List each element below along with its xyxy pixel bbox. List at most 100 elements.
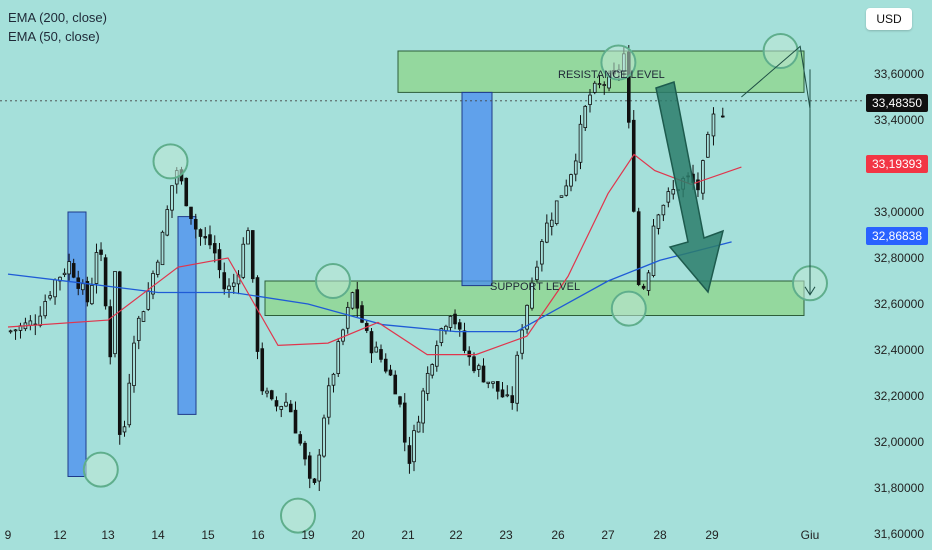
candle-down [198,229,203,237]
candle-up [592,82,597,93]
candle-down [307,455,312,479]
time-tick-label: 14 [151,528,165,542]
time-tick-label: 13 [101,528,115,542]
price-tick-label: 31,80000 [873,481,924,495]
highlight-circle [600,44,637,81]
price-tick-label: 33,00000 [873,205,924,219]
candle-up [62,272,67,276]
candle-up [141,311,146,322]
candle-down [250,230,255,280]
candle-up [651,225,656,276]
candle-down [472,356,476,372]
candle-down [274,400,279,407]
highlight-circle [762,33,799,69]
candle-up [246,230,250,245]
candle-down [222,272,227,290]
candle-up [569,174,573,187]
candle-up [336,341,341,374]
candle-up [279,406,284,410]
time-tick-label: 27 [601,528,615,542]
resistance-zone-label: RESISTANCE LEVEL [558,69,665,81]
price-tick-label: 31,60000 [873,527,924,541]
ema200-legend-label[interactable]: EMA (200, close) [8,10,107,25]
currency-button[interactable]: USD [866,8,912,30]
candle-up [671,189,676,195]
candle-up [711,113,716,137]
candle-up [540,241,544,265]
candle-down [457,322,462,330]
highlight-bar [177,216,197,415]
candle-up [241,243,246,278]
candle-down [184,177,189,207]
candle-up [94,252,99,284]
candle-up [430,364,435,376]
candle-down [255,277,260,352]
time-tick-label: 26 [551,528,565,542]
candle-up [602,84,607,86]
candle-up [231,282,236,287]
candle-up [345,306,350,329]
candle-up [515,354,519,404]
candle-down [260,348,265,392]
price-tick-label: 33,60000 [873,67,924,81]
candle-up [43,301,47,317]
ema50-legend-label[interactable]: EMA (50, close) [8,29,100,44]
candle-down [117,271,122,435]
candle-up [706,133,710,158]
candle-up [350,292,355,309]
candle-up [535,266,539,281]
candle-up [38,315,43,326]
candle-up [322,417,326,457]
candle-up [416,421,421,433]
candle-up [439,328,444,343]
candle-down [393,374,398,395]
candle-down [293,409,298,434]
candle-up [155,261,160,275]
highlight-circle [82,451,119,488]
candle-up [8,330,13,333]
candle-up [317,454,322,482]
candle-down [388,369,393,376]
candle-down [467,350,472,358]
ema50-line [7,153,742,356]
support-zone [264,280,805,316]
candle-up [491,381,495,384]
candle-down [203,236,208,239]
time-tick-label: Giu [800,528,820,542]
candle-down [631,119,636,212]
candle-down [636,211,641,285]
candle-up [530,282,534,309]
candle-down [369,331,374,354]
price-tick-label: 32,20000 [873,389,924,403]
candle-up [67,261,71,275]
bearish-arrow [655,81,725,294]
candle-up [520,329,524,354]
highlight-bar [67,211,87,477]
time-tick-label: 9 [4,528,12,542]
projection-arrowhead [804,286,816,296]
candle-up [331,373,336,386]
candle-up [146,290,151,310]
highlight-circle [280,497,316,534]
candle-down [269,390,274,400]
candle-down [85,280,90,303]
candle-down [189,206,193,219]
candle-up [81,283,85,291]
candle-down [288,403,293,413]
candle-down [312,478,317,483]
price-tag: 33,19393 [866,155,928,173]
candle-up [425,372,430,394]
candle-down [208,234,212,246]
price-tick-label: 32,80000 [873,251,924,265]
candle-up [486,381,491,384]
candle-down [298,434,303,444]
candle-up [165,209,170,236]
indicator-legend: EMA (200, close) EMA (50, close) [8,8,107,46]
support-zone-label: SUPPORT LEVEL [490,281,581,293]
candle-up [265,390,269,394]
candle-up [326,385,331,418]
time-tick-label: 12 [53,528,67,542]
candle-down [696,179,700,191]
candle-up [434,345,439,367]
